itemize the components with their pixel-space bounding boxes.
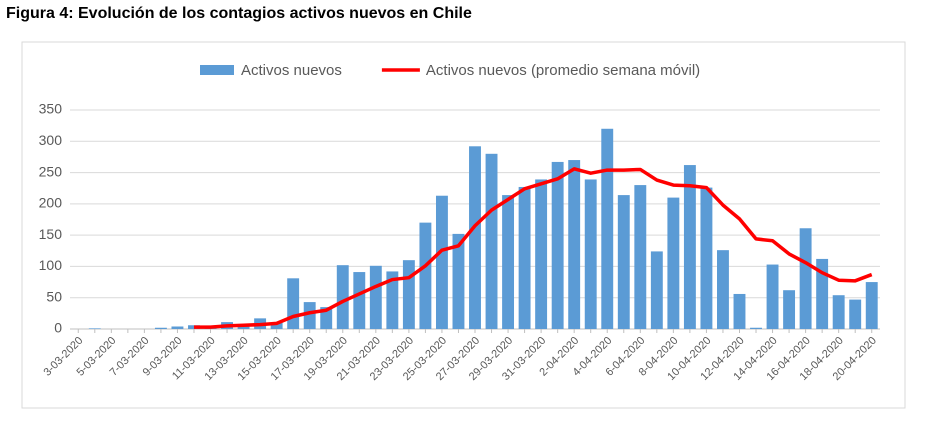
- bar: [601, 128, 614, 329]
- bar: [402, 260, 415, 329]
- bar: [717, 250, 729, 329]
- bar: [568, 160, 581, 329]
- bar: [733, 293, 746, 329]
- bar: [171, 326, 184, 329]
- legend-swatch: [200, 65, 234, 75]
- bar: [700, 187, 713, 329]
- legend-label: Activos nuevos: [241, 62, 342, 79]
- bar: [353, 272, 366, 329]
- bar: [816, 258, 829, 329]
- bar: [336, 265, 349, 329]
- line: [193, 167, 873, 329]
- bar: [783, 290, 796, 329]
- y-tick-label: 0: [54, 320, 62, 336]
- bar: [634, 185, 647, 329]
- bar: [518, 186, 531, 329]
- bar: [535, 179, 548, 329]
- bar: [419, 222, 432, 329]
- y-tick-label: 100: [39, 257, 63, 273]
- bar: [270, 322, 283, 329]
- bar: [683, 165, 696, 329]
- y-tick-label: 150: [39, 226, 63, 242]
- bar: [766, 264, 779, 329]
- bar: [469, 146, 481, 329]
- chart-frame: [21, 41, 906, 409]
- bar: [188, 325, 200, 329]
- bar: [88, 328, 101, 329]
- bar: [320, 307, 333, 329]
- bar: [386, 271, 399, 329]
- bar: [849, 299, 862, 329]
- bar: [287, 278, 300, 329]
- bar: [551, 161, 564, 329]
- bar: [154, 327, 167, 329]
- y-tick-label: 250: [39, 163, 63, 179]
- bar: [799, 228, 812, 329]
- y-tick-label: 200: [39, 195, 63, 211]
- bar: [452, 233, 465, 329]
- legend-label: Activos nuevos (promedio semana móvil): [426, 62, 700, 79]
- bar: [650, 251, 663, 329]
- y-tick-label: 300: [39, 132, 63, 148]
- bar: [667, 197, 680, 329]
- bar: [865, 282, 878, 329]
- bar: [502, 195, 515, 329]
- bar: [369, 265, 382, 329]
- bar: [303, 302, 316, 329]
- y-tick-label: 350: [39, 101, 63, 117]
- bar: [750, 327, 762, 329]
- bar: [617, 195, 630, 329]
- bar: [485, 153, 498, 329]
- y-tick-label: 50: [46, 288, 62, 304]
- bar: [435, 195, 448, 329]
- chart-title: Figura 4: Evolución de los contagios act…: [6, 5, 472, 22]
- bar: [584, 179, 597, 329]
- bar: [832, 295, 845, 329]
